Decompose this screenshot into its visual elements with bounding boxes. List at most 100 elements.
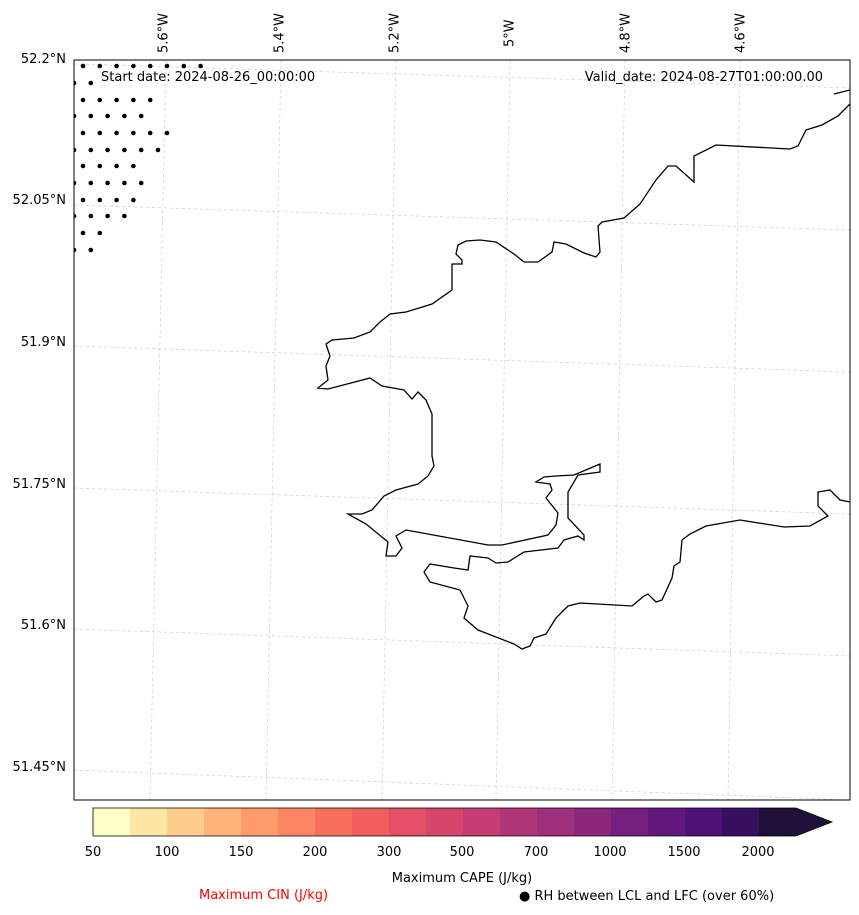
rh-dot	[198, 63, 203, 69]
colorbar-segment	[130, 808, 168, 836]
colorbar-segment	[204, 808, 242, 836]
rh-dot	[74, 213, 77, 219]
rh-dot	[114, 163, 119, 169]
coastline	[316, 89, 850, 650]
colorbar-segment	[759, 808, 797, 836]
rh-dot	[122, 113, 127, 119]
colorbar-segment	[722, 808, 760, 836]
rh-dot	[114, 63, 119, 69]
colorbar-tick: 1500	[667, 845, 701, 860]
colorbar-segment	[685, 808, 723, 836]
rh-dot	[131, 163, 136, 169]
rh-dot	[122, 180, 127, 186]
colorbar-tick: 2000	[741, 845, 775, 860]
rh-dot	[105, 147, 110, 153]
rh-dot	[114, 197, 119, 203]
colorbar-tick: 150	[228, 845, 254, 860]
lon-label-5.2W: 5.2°W	[387, 12, 403, 54]
start-date-label: Start date: 2024-08-26_00:00:00	[101, 70, 316, 85]
colorbar-segment	[167, 808, 205, 836]
rh-dot	[147, 97, 153, 103]
rh-dot	[131, 63, 136, 69]
colorbar-label: Maximum CAPE (J/kg)	[391, 871, 533, 886]
colorbar-segment	[611, 808, 649, 836]
rh-dot	[164, 63, 170, 69]
rh-dot	[80, 163, 86, 169]
rh-dot	[122, 213, 127, 219]
lat-label-52.2N: 52.2°N	[20, 52, 66, 67]
valid-date-label: Valid_date: 2024-08-27T01:00:00.00	[584, 70, 823, 85]
rh-dot	[147, 63, 153, 69]
rh-legend: ● RH between LCL and LFC (over 60%)	[519, 889, 774, 904]
rh-dot	[74, 147, 77, 153]
rh-dot	[147, 130, 153, 136]
rh-dot	[131, 130, 136, 136]
rh-dot	[138, 147, 144, 153]
rh-dot	[131, 97, 136, 103]
rh-dot	[155, 147, 161, 153]
colorbar-segment	[241, 808, 279, 836]
gridlines	[74, 60, 850, 800]
lon-label-5W: 5°W	[502, 19, 518, 47]
lat-label-52.05N: 52.05°N	[12, 193, 66, 208]
colorbar-segment	[389, 808, 427, 836]
colorbar-segment	[648, 808, 686, 836]
colorbar-segment	[352, 808, 390, 836]
rh-dot	[97, 130, 103, 136]
lon-label-5.4W: 5.4°W	[272, 12, 288, 54]
colorbar-segment	[537, 808, 575, 836]
rh-legend-label: RH between LCL and LFC (over 60%)	[534, 889, 775, 904]
colorbar-segment	[93, 808, 131, 836]
rh-marker-icon: ●	[519, 889, 531, 904]
rh-dot	[138, 113, 144, 119]
rh-dot	[74, 247, 77, 253]
rh-dot	[88, 247, 94, 253]
colorbar-tick: 500	[449, 845, 475, 860]
rh-dot	[74, 80, 77, 86]
rh-dot	[114, 130, 119, 136]
rh-dot	[88, 180, 94, 186]
lon-label-4.8W: 4.8°W	[618, 12, 634, 54]
colorbar-tick: 200	[302, 845, 328, 860]
rh-dot	[74, 180, 77, 186]
rh-dot	[114, 97, 119, 103]
rh-dot	[88, 80, 94, 86]
rh-dot	[80, 197, 86, 203]
colorbar-outline	[92, 807, 834, 837]
colorbar-segment	[463, 808, 501, 836]
colorbar-segment	[500, 808, 538, 836]
rh-dot	[88, 213, 94, 219]
rh-dot	[88, 147, 94, 153]
colorbar-segment	[278, 808, 316, 836]
lat-label-51.9N: 51.9°N	[20, 335, 66, 350]
rh-dot	[122, 147, 127, 153]
rh-dot	[80, 130, 86, 136]
rh-dot	[80, 63, 86, 69]
map-frame	[73, 59, 851, 801]
lat-label-51.75N: 51.75°N	[12, 477, 66, 492]
coastline-east-edge	[833, 89, 850, 95]
lon-label-4.6W: 4.6°W	[733, 12, 749, 54]
rh-dot	[97, 97, 103, 103]
colorbar-segment	[574, 808, 612, 836]
rh-dot	[105, 213, 110, 219]
colorbar	[92, 807, 834, 837]
rh-dot	[105, 113, 110, 119]
rh-stipple-dots	[74, 63, 203, 253]
rh-dot	[131, 197, 136, 203]
rh-dot	[181, 63, 187, 69]
colorbar-tick: 300	[376, 845, 402, 860]
rh-dot	[97, 197, 103, 203]
colorbar-segment	[426, 808, 464, 836]
rh-dot	[97, 230, 103, 236]
colorbar-tick: 50	[84, 845, 102, 860]
rh-dot	[74, 113, 77, 119]
rh-dot	[80, 97, 86, 103]
lat-label-51.45N: 51.45°N	[12, 760, 66, 775]
lon-label-5.6W: 5.6°W	[156, 12, 172, 54]
rh-dot	[97, 163, 103, 169]
colorbar-extend-arrow	[796, 808, 832, 836]
colorbar-tick: 1000	[593, 845, 627, 860]
colorbar-tick: 700	[523, 845, 549, 860]
